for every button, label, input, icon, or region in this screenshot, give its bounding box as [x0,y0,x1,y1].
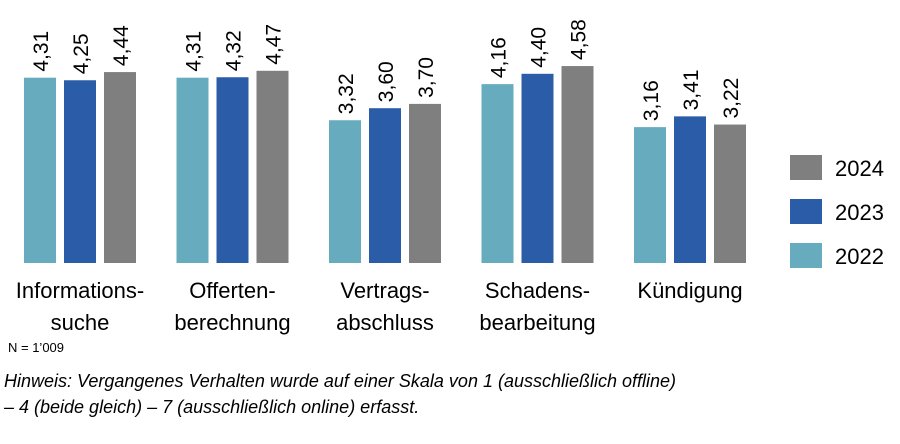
category-label: berechnung [174,310,290,335]
bar-2023-0 [64,80,96,263]
bar-2023-1 [216,77,249,264]
category-label: Schadens- [485,278,590,303]
data-label: 4,47 [263,24,286,65]
data-label: 3,41 [680,69,703,110]
bar-chart: 4,31 4,25 4,44 Informations-suche 4,31 4,32 4,… [16,19,884,335]
category-label: Offerten- [189,278,275,303]
legend-label: 2022 [835,244,884,269]
data-label: 4,44 [110,25,133,66]
legend-swatch-2023 [790,199,822,224]
category-label: Kündigung [637,278,742,303]
data-label: 4,40 [528,27,551,68]
category-label: Informations- [16,278,144,303]
data-label: 4,31 [30,31,53,72]
bar-2023-4 [674,116,706,264]
bar-2023-2 [369,108,401,263]
data-label: 4,31 [183,31,206,72]
data-label: 4,25 [70,33,93,74]
bar-2024-3 [561,66,594,263]
legend-swatch-2024 [790,155,822,180]
legend-label: 2024 [835,156,884,181]
data-label: 3,32 [335,73,358,114]
data-label: 4,58 [568,19,591,60]
bar-2022-3 [481,84,514,264]
data-label: 3,16 [640,80,663,121]
data-label: 4,16 [488,37,511,78]
category-label: suche [51,310,110,335]
bar-2022-0 [24,77,56,263]
bar-2022-2 [329,120,361,264]
category-label: Vertrags- [340,278,429,303]
sample-size: N = 1’009 [8,340,65,355]
bar-2024-4 [714,124,746,263]
data-label: 3,70 [415,57,438,98]
note-line-2: – 4 (beide gleich) – 7 (ausschließlich o… [4,397,420,417]
data-label: 3,22 [720,78,743,119]
note-line-1: Hinweis: Vergangenes Verhalten wurde auf… [4,371,677,391]
data-label: 3,60 [375,61,398,102]
category-label: abschluss [336,310,434,335]
legend-label: 2023 [835,200,884,225]
bar-2022-4 [634,127,666,264]
category-label: bearbeitung [479,310,595,335]
data-label: 4,32 [223,30,246,71]
bar-2024-1 [256,70,289,263]
bar-2022-1 [176,77,209,263]
legend-swatch-2022 [790,243,822,268]
bar-2024-0 [104,72,136,263]
bar-2023-3 [521,73,554,263]
bar-2024-2 [409,103,441,264]
